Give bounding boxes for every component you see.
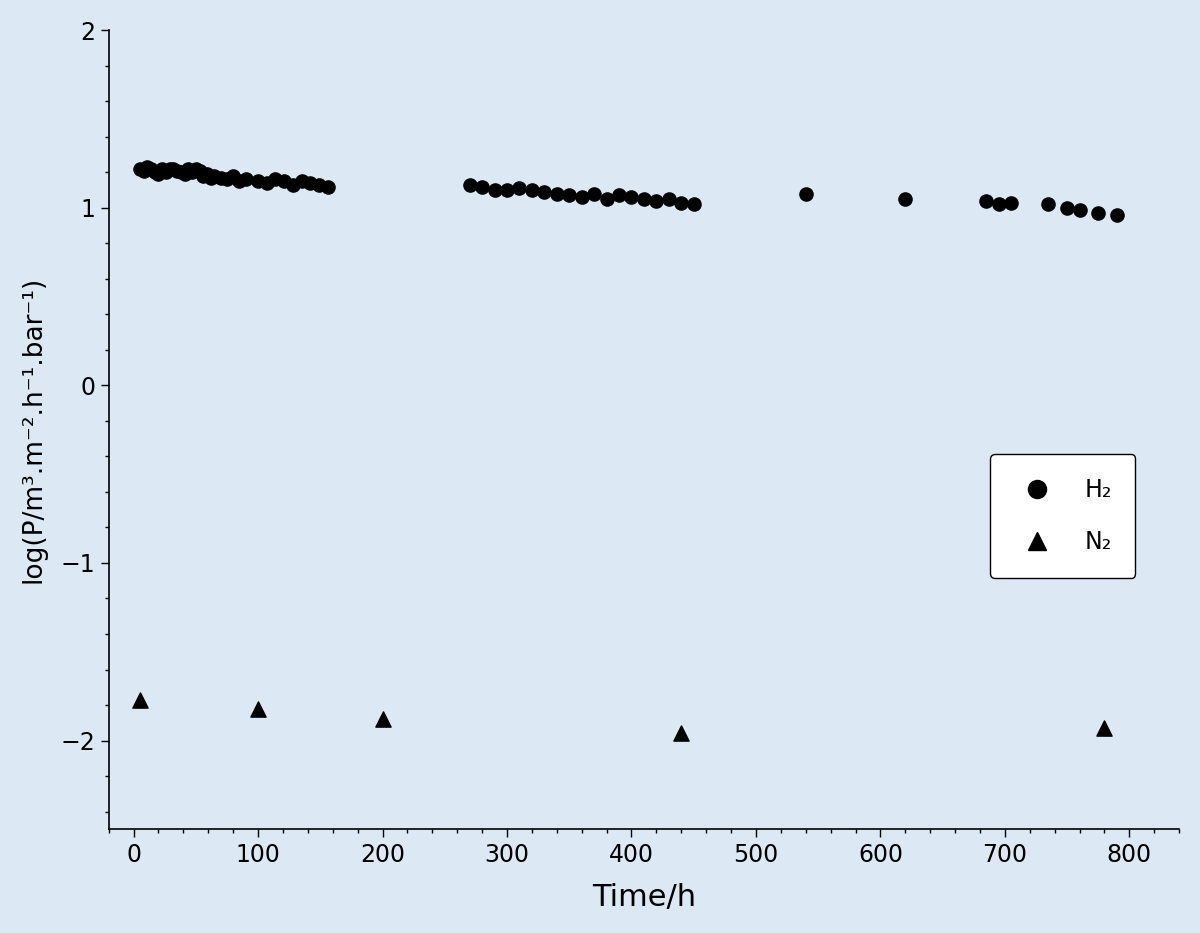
Point [248,701,268,716]
Point [373,712,392,727]
Point [193,169,212,184]
Point [217,172,236,187]
Y-axis label: log(P/m³.m⁻².h⁻¹.bar⁻¹): log(P/m³.m⁻².h⁻¹.bar⁻¹) [20,276,47,583]
Point [190,163,209,178]
Point [318,179,337,194]
Point [460,177,479,192]
Point [1094,720,1114,735]
Point [522,183,541,198]
Point [130,692,149,707]
Point [473,179,492,194]
Point [149,167,168,182]
Point [198,167,217,182]
Point [310,177,329,192]
Point [160,161,179,176]
Point [1039,197,1058,212]
Point [257,175,276,190]
Point [535,185,554,200]
Point [1002,195,1021,210]
Point [182,165,202,180]
Point [610,188,629,202]
Point [205,169,224,184]
Point [266,172,286,187]
Point [1057,201,1076,216]
Point [635,191,654,206]
Point [977,193,996,208]
X-axis label: Time/h: Time/h [592,884,696,912]
Point [895,191,914,206]
Point [684,197,703,212]
Point [145,165,164,180]
Point [659,191,678,206]
Point [796,187,815,202]
Point [202,170,221,185]
Point [283,177,302,192]
Point [248,174,268,188]
Point [168,163,187,178]
Point [622,189,641,204]
Point [647,193,666,208]
Point [223,169,242,184]
Point [152,161,172,176]
Point [186,161,205,176]
Point [497,183,516,198]
Point [130,161,149,176]
Point [301,175,320,190]
Point [156,165,175,180]
Point [1088,206,1108,221]
Point [547,187,566,202]
Point [179,161,198,176]
Point [134,163,154,178]
Point [172,165,191,180]
Point [275,174,294,188]
Point [1108,207,1127,222]
Point [485,183,504,198]
Point [559,188,578,202]
Point [584,187,604,202]
Point [1070,202,1090,217]
Point [989,197,1008,212]
Point [236,172,256,187]
Point [292,174,311,188]
Point [163,161,182,176]
Point [211,170,230,185]
Point [572,189,592,204]
Point [672,726,691,741]
Point [142,161,161,176]
Point [596,191,616,206]
Point [138,160,157,174]
Point [229,174,248,188]
Point [175,167,194,182]
Point [672,195,691,210]
Legend: H₂, N₂: H₂, N₂ [990,454,1135,578]
Point [510,181,529,196]
